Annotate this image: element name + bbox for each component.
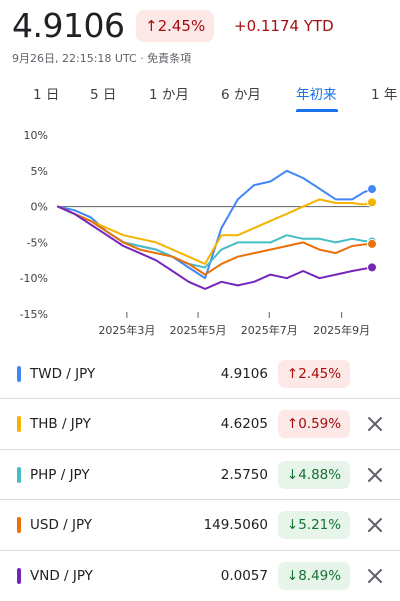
close-icon[interactable] — [364, 514, 386, 536]
series-color-swatch — [17, 466, 21, 483]
x-tick-label: 2025年9月 — [313, 323, 370, 337]
series-color-swatch — [17, 517, 21, 534]
current-price: 4.9106 — [12, 6, 125, 45]
close-icon[interactable] — [364, 413, 386, 435]
series-line — [57, 198, 373, 265]
timestamp-disclaimer[interactable]: 9月26日, 22:15:18 UTC · 免責条項 — [12, 52, 192, 65]
tab-1-year[interactable]: 1 年 — [371, 87, 398, 103]
change-badge: ↑2.45% — [278, 360, 350, 388]
change-badge: ↓5.21% — [278, 511, 350, 540]
rate-value: 4.9106 — [220, 366, 268, 382]
series-color-swatch — [17, 567, 21, 584]
change-percent-badge: ↑2.45% — [136, 10, 215, 42]
currency-pair: USD / JPY — [30, 517, 93, 534]
active-tab-indicator — [296, 109, 338, 112]
comparison-list: TWD / JPY 4.9106 ↑2.45% THB / JPY 4.6205… — [0, 349, 400, 601]
currency-pair: TWD / JPY — [30, 366, 96, 382]
series-end-marker — [367, 184, 377, 195]
series-line — [57, 205, 373, 269]
tab-1-month[interactable]: 1 か月 — [149, 87, 189, 103]
currency-pair: THB / JPY — [30, 416, 91, 433]
series-line — [57, 205, 373, 290]
y-tick-label: 10% — [24, 129, 48, 142]
series-line — [57, 169, 373, 280]
rate-value: 149.5060 — [203, 517, 268, 534]
y-tick-label: -15% — [20, 308, 48, 321]
comparison-chart[interactable]: 10% 5% 0% -5% -10% -15% 2025年3月 2025年5月 2025年7月 2… — [0, 120, 400, 350]
series-end-marker — [367, 197, 377, 208]
list-item[interactable]: USD / JPY 149.5060 ↓5.21% — [0, 500, 400, 551]
series-color-swatch — [17, 416, 21, 433]
chart-svg[interactable]: 10% 5% 0% -5% -10% -15% 2025年3月 2025年5月 2025年7月 2… — [0, 120, 400, 350]
x-tick-label: 2025年3月 — [98, 323, 155, 337]
list-item[interactable]: VND / JPY 0.0057 ↓8.49% — [0, 551, 400, 601]
list-item[interactable]: TWD / JPY 4.9106 ↑2.45% — [0, 349, 400, 400]
currency-pair: VND / JPY — [30, 567, 93, 584]
y-tick-label: -10% — [20, 272, 48, 285]
rate-value: 4.6205 — [220, 416, 268, 433]
close-icon[interactable] — [364, 464, 386, 486]
series-end-marker — [367, 262, 377, 273]
series-line — [57, 205, 373, 276]
tab-6-month[interactable]: 6 か月 — [221, 87, 261, 103]
rate-value: 0.0057 — [220, 567, 268, 584]
y-tick-label: -5% — [27, 236, 48, 249]
y-tick-label: 0% — [31, 201, 48, 214]
rate-value: 2.5750 — [220, 466, 268, 483]
quote-header: 4.9106 ↑2.45% +0.1174 YTD — [12, 6, 392, 46]
x-tick-label: 2025年7月 — [241, 323, 298, 337]
series-color-swatch — [17, 366, 21, 382]
tab-5-day[interactable]: 5 日 — [90, 87, 117, 103]
range-tabs: 1 日 5 日 1 か月 6 か月 年初来 1 年 — [0, 84, 400, 114]
change-badge: ↑0.59% — [278, 410, 350, 439]
y-tick-label: 5% — [31, 165, 48, 178]
tab-ytd[interactable]: 年初来 — [296, 87, 337, 103]
close-icon[interactable] — [364, 565, 386, 587]
change-absolute: +0.1174 YTD — [234, 17, 334, 35]
list-item[interactable]: PHP / JPY 2.5750 ↓4.88% — [0, 450, 400, 501]
series-end-marker — [367, 238, 377, 249]
tab-1-day[interactable]: 1 日 — [33, 87, 60, 103]
currency-pair: PHP / JPY — [30, 466, 90, 483]
change-badge: ↓4.88% — [278, 460, 350, 489]
x-tick-label: 2025年5月 — [170, 323, 227, 337]
list-item[interactable]: THB / JPY 4.6205 ↑0.59% — [0, 399, 400, 450]
change-badge: ↓8.49% — [278, 561, 350, 590]
